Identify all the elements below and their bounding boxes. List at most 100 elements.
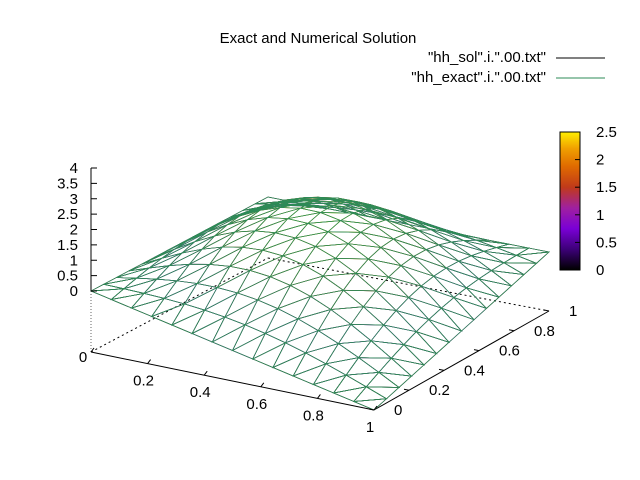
surface-facet-exact [334, 257, 370, 274]
surface-facet-exact [183, 283, 219, 305]
surface-facet-exact [261, 237, 297, 257]
surface-facet-exact [332, 201, 366, 210]
surface-facet-exact [319, 204, 354, 214]
legend: "hh_sol".i.".00.txt" "hh_exact".i.".00.t… [411, 49, 605, 86]
surface-facet-solution [273, 222, 309, 239]
surface-facet-exact [297, 295, 332, 320]
surface-facet-exact [90, 283, 124, 292]
surface-facet-solution [359, 223, 394, 240]
surface-facet-exact [103, 277, 137, 285]
surface-facet-exact [365, 208, 399, 219]
surface-facet-exact [254, 217, 288, 232]
surface-facet-solution [357, 357, 393, 373]
x-tick-mark [316, 394, 321, 399]
surface-facet-exact [398, 217, 432, 230]
surface-facet-exact [154, 240, 188, 258]
surface-facet-solution [334, 257, 370, 274]
surface-facet-exact [364, 386, 400, 400]
surface-facet-solution [452, 296, 488, 321]
surface-facet-solution [183, 286, 219, 311]
surface-facet-exact [418, 230, 453, 246]
surface-facet-exact [221, 230, 256, 248]
surface-facet-exact [452, 296, 488, 321]
colorbar-tick-label: 0.5 [596, 234, 617, 251]
surface-facet-exact [502, 254, 537, 264]
surface-facet-exact [476, 239, 509, 245]
surface-facet-exact [309, 275, 345, 297]
surface-facet-exact [325, 343, 360, 365]
surface-facet-exact [273, 222, 309, 239]
colorbar-tick-label: 0 [596, 262, 604, 279]
surface-facet-exact [209, 246, 243, 265]
z-tick-label: 2 [70, 222, 78, 239]
surface-facet-solution [415, 318, 451, 344]
surface-facet-exact [342, 272, 377, 292]
surface-facet-solution [365, 371, 401, 388]
surface-facet-solution [427, 318, 463, 343]
surface-facet-exact [297, 308, 332, 332]
surface-facet-exact [428, 307, 463, 332]
surface-facet-exact [400, 256, 434, 277]
surface-facet-exact [330, 289, 365, 310]
x-axis-line [90, 351, 375, 411]
surface-facet-exact [403, 331, 438, 355]
surface-facet-exact [453, 287, 487, 309]
surface-facet-exact [390, 344, 426, 366]
surface-facet-exact [130, 293, 166, 309]
surface-facet-solution [332, 386, 368, 402]
surface-facet-exact [347, 231, 383, 249]
surface-facet-exact [224, 292, 259, 318]
surface-facet-solution [312, 374, 347, 394]
y-axis-line [373, 310, 550, 411]
surface-facet-exact [326, 231, 362, 245]
z-tick-label: 3 [70, 191, 78, 208]
surface-facet-solution [261, 232, 297, 251]
surface-facet-exact [360, 232, 395, 248]
surface-facet-exact [400, 265, 435, 287]
surface-facet-exact [378, 208, 412, 220]
y-tick-label: 0.8 [534, 323, 555, 340]
surface-facet-solution [438, 244, 473, 262]
surface-facet-solution [224, 292, 259, 318]
colorbar: 0 0.5 1 1.5 2 2.5 [559, 124, 617, 279]
surface-facet-exact [440, 297, 475, 321]
surface-facet-solution [142, 280, 178, 299]
surface-facet-solution [392, 232, 427, 250]
x-tick-mark [260, 382, 265, 388]
surface-facet-solution [445, 260, 480, 280]
surface-facet-solution [403, 331, 438, 355]
surface-facet-exact [272, 352, 307, 377]
colorbar-gradient [559, 131, 581, 271]
surface-facet-exact [335, 207, 369, 217]
surface-facet-exact [430, 229, 464, 241]
surface-facet-exact [496, 243, 529, 249]
surface-facet-exact [443, 230, 477, 241]
surface-facet-solution [150, 297, 186, 318]
surface-facet-exact [377, 371, 413, 388]
surface-facet-solution [453, 287, 487, 309]
surface-facet-exact [189, 246, 223, 265]
colorbar-tick-label: 1 [596, 207, 604, 224]
surface-facet-solution [347, 231, 383, 249]
surface-facet-exact [404, 229, 439, 246]
surface-facet-solution [364, 386, 400, 400]
x-tick-mark [147, 359, 152, 364]
surface-facet-exact [292, 352, 327, 377]
surface-facet-exact [362, 290, 398, 311]
surface-facet-exact [156, 263, 190, 280]
surface-facet-solution [458, 260, 493, 280]
surface-facet-exact [228, 246, 264, 268]
surface-facet-exact [186, 223, 220, 242]
surface-facet-exact [211, 316, 246, 343]
surface-facet-solution [400, 265, 435, 287]
surface-facet-exact [317, 308, 352, 332]
surface-facet-exact [284, 318, 320, 344]
surface-facet-exact [375, 276, 410, 299]
colorbar-tick-label: 2 [596, 152, 604, 169]
surface-facet-exact [463, 239, 497, 248]
surface-facet-solution [457, 255, 492, 271]
y-tick-mark [368, 408, 375, 411]
surface-facet-exact [261, 232, 297, 251]
surface-facet-exact [123, 277, 157, 290]
surface-facet-solution [272, 352, 307, 377]
